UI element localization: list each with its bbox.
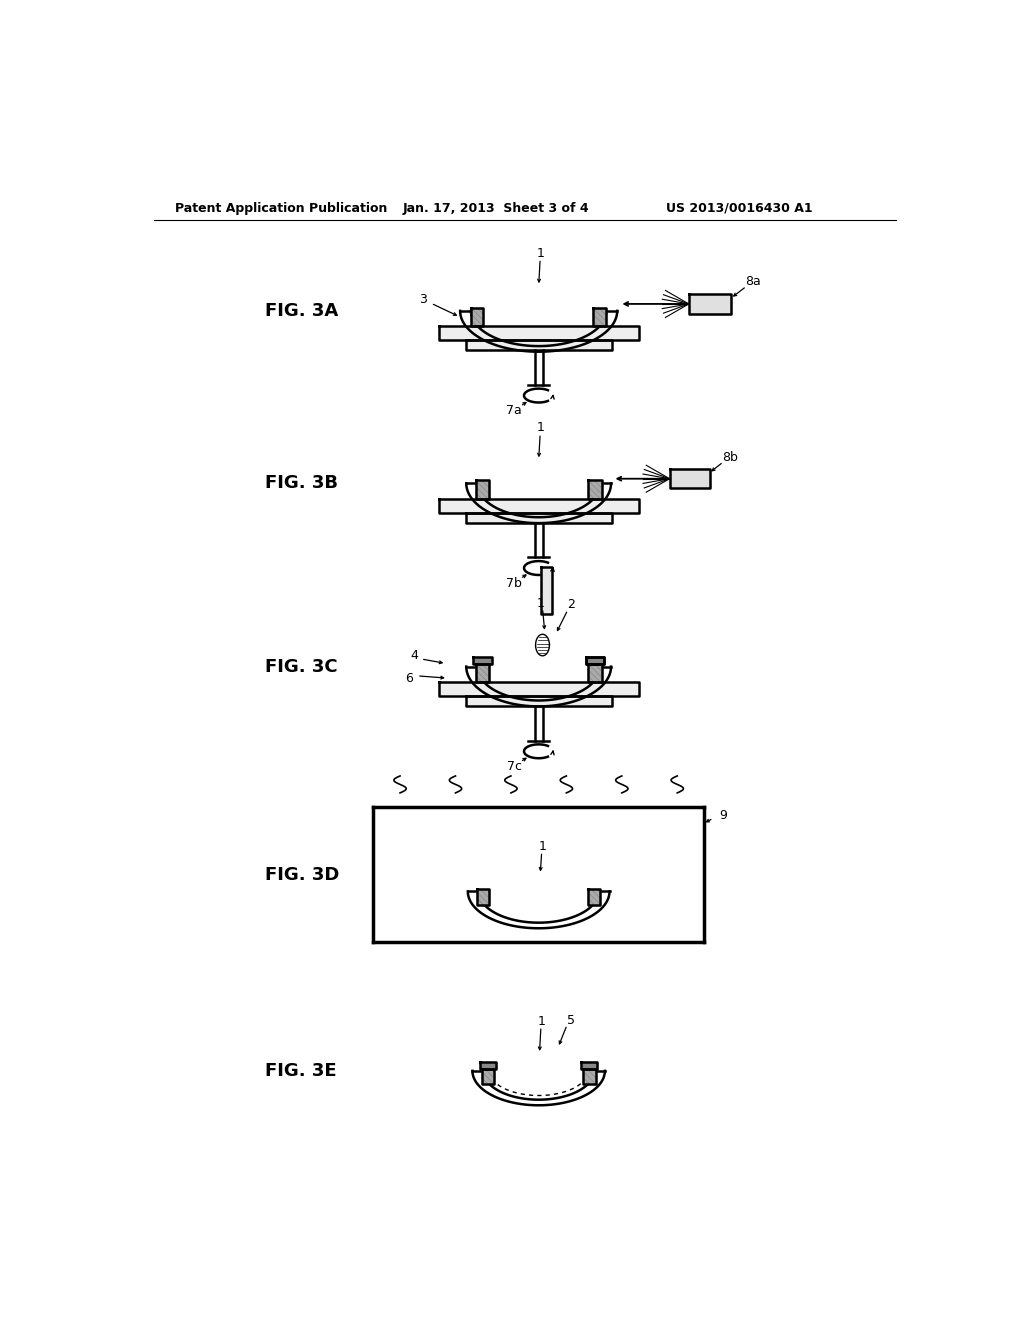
- Text: 6: 6: [406, 672, 414, 685]
- Polygon shape: [475, 480, 489, 499]
- Polygon shape: [475, 664, 489, 682]
- Text: 5: 5: [567, 1014, 575, 1027]
- Text: 1: 1: [537, 597, 544, 610]
- Polygon shape: [477, 890, 489, 904]
- Text: 1: 1: [538, 1015, 546, 1028]
- Text: 7c: 7c: [507, 760, 521, 774]
- Text: FIG. 3D: FIG. 3D: [265, 866, 340, 883]
- Polygon shape: [586, 656, 604, 664]
- Polygon shape: [670, 470, 710, 488]
- Text: FIG. 3C: FIG. 3C: [265, 657, 338, 676]
- Text: 9: 9: [720, 809, 727, 822]
- Text: 1: 1: [537, 421, 544, 434]
- Text: FIG. 3E: FIG. 3E: [265, 1061, 337, 1080]
- Polygon shape: [689, 294, 731, 314]
- Text: FIG. 3B: FIG. 3B: [265, 474, 338, 492]
- Text: 8b: 8b: [722, 450, 737, 463]
- Polygon shape: [466, 696, 611, 706]
- Polygon shape: [438, 326, 639, 341]
- Text: 3: 3: [419, 293, 427, 306]
- Polygon shape: [438, 682, 639, 696]
- Text: US 2013/0016430 A1: US 2013/0016430 A1: [666, 202, 812, 215]
- Polygon shape: [581, 1063, 597, 1069]
- Polygon shape: [588, 890, 600, 904]
- Polygon shape: [588, 480, 602, 499]
- Polygon shape: [541, 566, 552, 614]
- Text: FIG. 3A: FIG. 3A: [265, 302, 339, 319]
- Text: 8a: 8a: [744, 275, 761, 288]
- Text: 2: 2: [567, 598, 574, 611]
- Text: 1: 1: [539, 841, 547, 853]
- Polygon shape: [588, 664, 602, 682]
- Polygon shape: [466, 341, 611, 350]
- Text: 7a: 7a: [506, 404, 522, 417]
- Polygon shape: [584, 1069, 596, 1084]
- Text: 1: 1: [537, 247, 544, 260]
- Text: 7b: 7b: [506, 577, 522, 590]
- Polygon shape: [473, 656, 492, 664]
- Polygon shape: [480, 1063, 497, 1069]
- Text: Patent Application Publication: Patent Application Publication: [174, 202, 387, 215]
- Polygon shape: [471, 308, 483, 326]
- Polygon shape: [466, 512, 611, 523]
- Polygon shape: [481, 1069, 494, 1084]
- Polygon shape: [593, 308, 606, 326]
- Text: Jan. 17, 2013  Sheet 3 of 4: Jan. 17, 2013 Sheet 3 of 4: [403, 202, 590, 215]
- Polygon shape: [438, 499, 639, 512]
- Text: 4: 4: [410, 649, 418, 663]
